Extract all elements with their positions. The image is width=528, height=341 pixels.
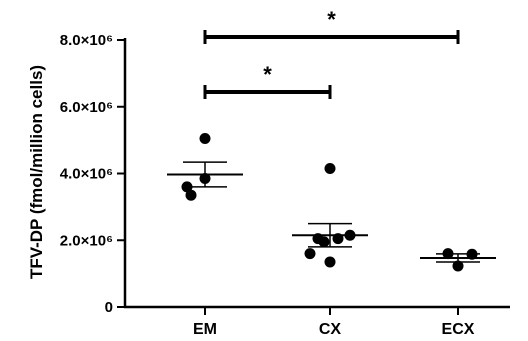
- data-point: [324, 256, 336, 268]
- data-point: [304, 248, 316, 260]
- significance-star: *: [327, 7, 336, 32]
- data-point: [199, 132, 211, 144]
- y-tick-label: 0: [105, 299, 113, 316]
- y-axis-label-group: TFV-DP (fmol/million cells): [27, 65, 46, 279]
- x-ticks: EM CX ECX: [193, 307, 475, 338]
- data-point: [185, 189, 197, 201]
- data-point: [452, 260, 464, 272]
- x-tick-label: ECX: [442, 321, 475, 338]
- mean-sem-bars: [167, 161, 496, 263]
- y-tick-label: 8.0×10⁶: [60, 32, 113, 49]
- y-tick-label: 2.0×10⁶: [60, 232, 113, 249]
- x-tick-label: CX: [319, 321, 342, 338]
- data-points: [181, 132, 478, 272]
- y-tick-label: 6.0×10⁶: [60, 99, 113, 116]
- y-ticks: 0 2.0×10⁶ 4.0×10⁶ 6.0×10⁶ 8.0×10⁶: [60, 32, 125, 316]
- significance-brackets: **: [203, 7, 460, 99]
- significance-star: *: [263, 62, 272, 87]
- y-axis-label: TFV-DP (fmol/million cells): [27, 65, 46, 279]
- data-point: [318, 236, 330, 248]
- axes: [123, 38, 510, 309]
- y-tick-label: 4.0×10⁶: [60, 166, 113, 183]
- data-point: [324, 162, 336, 174]
- x-tick-label: EM: [193, 321, 217, 338]
